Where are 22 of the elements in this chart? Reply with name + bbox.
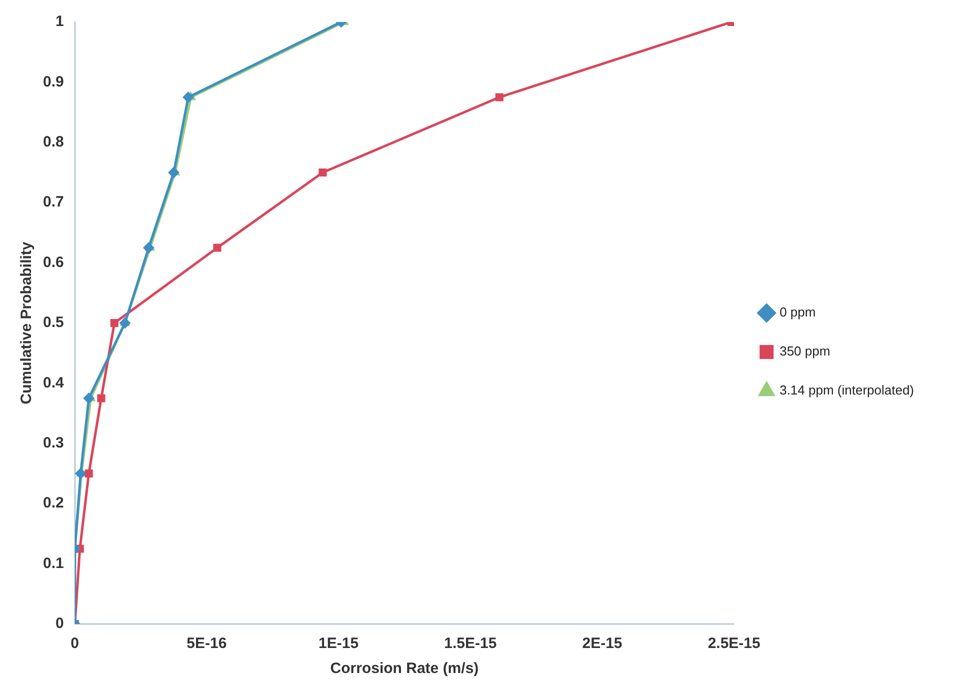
x-tick-label: 0 <box>70 635 80 652</box>
x-axis-title: Corrosion Rate (m/s) <box>330 660 479 678</box>
legend-label: 3.14 ppm (interpolated) <box>780 382 914 398</box>
legend-label: 0 ppm <box>780 304 816 320</box>
y-tick-label: 0.4 <box>42 374 64 392</box>
x-tick-label: 5E-16 <box>186 635 227 652</box>
y-tick-label: 0.7 <box>42 194 64 211</box>
x-tick-label: 2E-15 <box>582 635 622 652</box>
y-tick-label: 0.5 <box>42 314 64 332</box>
y-tick-label: 0.8 <box>42 134 64 151</box>
y-tick-label: 0.9 <box>42 73 64 90</box>
y-tick-label: 0 <box>56 615 64 632</box>
y-tick-label: 0.6 <box>42 254 64 271</box>
y-tick-label: 0.2 <box>42 494 64 512</box>
y-tick-label: 0.3 <box>42 434 64 452</box>
x-tick-label: 1E-15 <box>318 635 359 652</box>
y-axis-title: Cumulative Probability <box>18 241 36 404</box>
y-tick-label: 1 <box>56 13 64 30</box>
x-tick-label: 1.5E-15 <box>444 635 497 652</box>
x-tick-label: 2.5E-15 <box>708 635 760 652</box>
y-tick-label: 0.1 <box>42 554 64 572</box>
legend-label: 350 ppm <box>780 344 830 359</box>
